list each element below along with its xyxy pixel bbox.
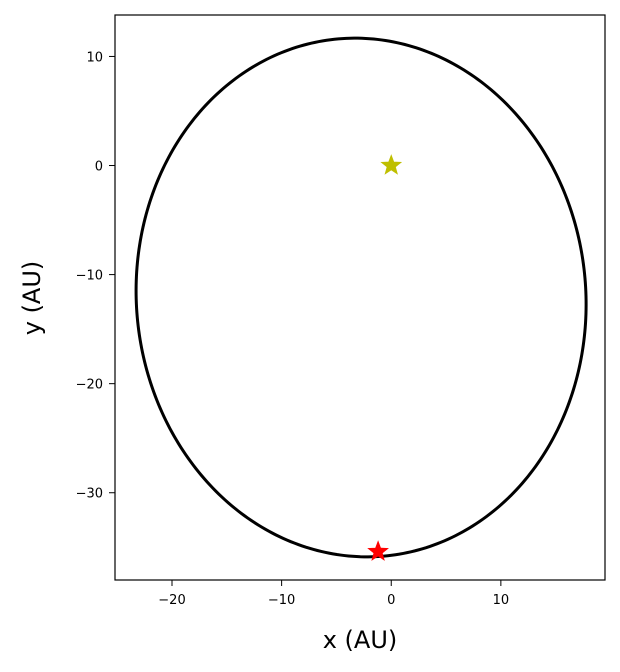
y-tick-label: 10 bbox=[86, 50, 103, 65]
star-marker-2 bbox=[367, 540, 389, 561]
y-axis-label: y (AU) bbox=[18, 261, 46, 336]
y-tick-label: −30 bbox=[76, 487, 103, 502]
star-marker-1 bbox=[380, 154, 403, 175]
orbit-path bbox=[134, 36, 588, 559]
x-tick-label: −10 bbox=[268, 593, 295, 608]
x-axis-ticks: −20 −10 0 10 bbox=[158, 580, 509, 608]
plot-frame bbox=[114, 14, 606, 581]
orbit-layer bbox=[134, 36, 588, 559]
y-tick-label: 0 bbox=[95, 160, 103, 175]
x-tick-label: 10 bbox=[493, 593, 510, 608]
plot-area bbox=[115, 15, 605, 580]
y-tick-label: −10 bbox=[76, 269, 103, 284]
x-axis-label: x (AU) bbox=[323, 626, 398, 654]
y-tick-label: −20 bbox=[76, 378, 103, 393]
x-tick-label: −20 bbox=[158, 593, 185, 608]
y-axis-ticks: 10 0 −10 −20 −30 bbox=[76, 50, 115, 502]
x-tick-label: 0 bbox=[387, 593, 395, 608]
marker-layer bbox=[367, 154, 403, 561]
